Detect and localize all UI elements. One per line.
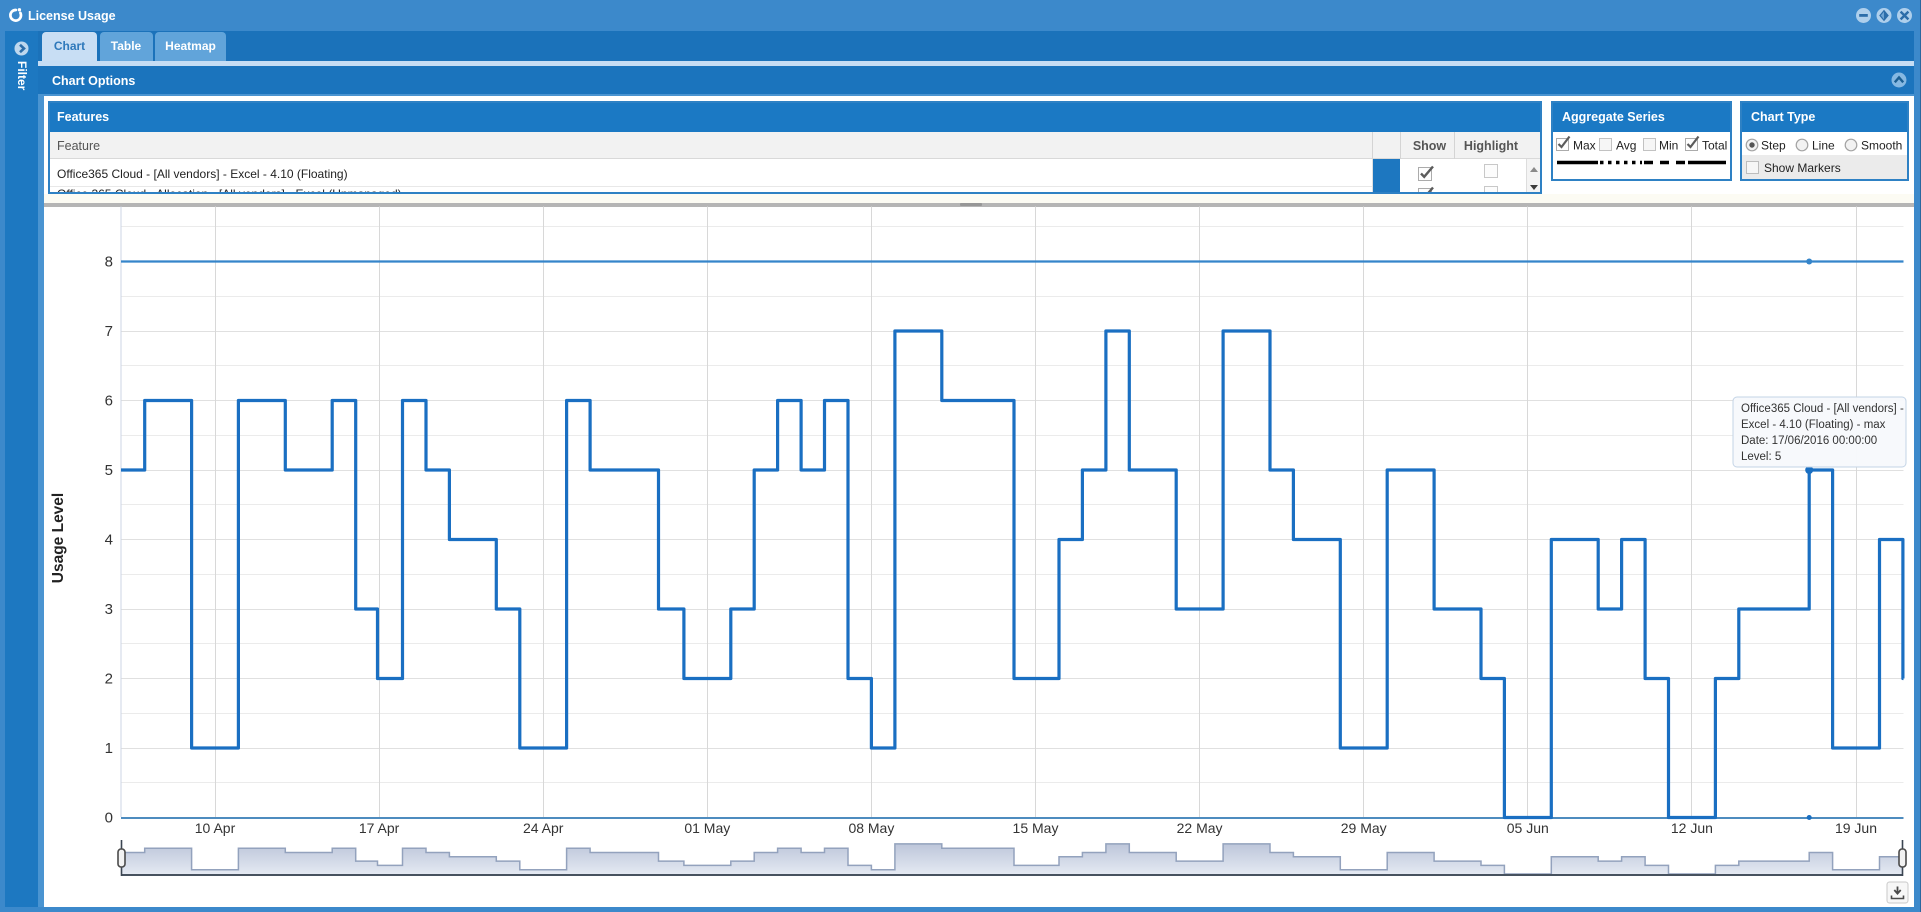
svg-text:1: 1 — [105, 740, 113, 757]
svg-text:05 Jun: 05 Jun — [1507, 820, 1549, 836]
svg-text:Step: Step — [1761, 138, 1786, 152]
svg-text:7: 7 — [105, 323, 113, 340]
svg-text:08 May: 08 May — [848, 820, 894, 836]
svg-text:Show Markers: Show Markers — [1764, 161, 1841, 175]
svg-text:6: 6 — [105, 393, 113, 410]
svg-text:0: 0 — [105, 810, 113, 827]
svg-text:01 May: 01 May — [684, 820, 730, 836]
svg-text:24 Apr: 24 Apr — [523, 820, 564, 836]
svg-text:Total: Total — [1702, 138, 1727, 152]
svg-text:15 May: 15 May — [1013, 820, 1059, 836]
svg-text:Date: 17/06/2016 00:00:00: Date: 17/06/2016 00:00:00 — [1741, 435, 1877, 447]
svg-text:Office365 Cloud - [All vendors: Office365 Cloud - [All vendors] - — [1741, 403, 1904, 415]
svg-text:22 May: 22 May — [1177, 820, 1223, 836]
svg-text:29 May: 29 May — [1341, 820, 1387, 836]
svg-text:Line: Line — [1812, 138, 1835, 152]
svg-text:4: 4 — [105, 532, 113, 549]
svg-text:Excel - 4.10 (Floating) - max: Excel - 4.10 (Floating) - max — [1741, 419, 1886, 431]
svg-text:17 Apr: 17 Apr — [359, 820, 400, 836]
svg-text:Min: Min — [1659, 138, 1678, 152]
svg-text:8: 8 — [105, 254, 113, 271]
svg-text:19 Jun: 19 Jun — [1835, 820, 1877, 836]
svg-text:10 Apr: 10 Apr — [195, 820, 236, 836]
svg-text:Level: 5: Level: 5 — [1741, 451, 1781, 463]
svg-text:5: 5 — [105, 462, 113, 479]
svg-text:Max: Max — [1573, 138, 1596, 152]
svg-text:Usage Level: Usage Level — [50, 493, 67, 583]
svg-text:12 Jun: 12 Jun — [1671, 820, 1713, 836]
svg-text:3: 3 — [105, 601, 113, 618]
svg-text:Avg: Avg — [1616, 138, 1636, 152]
svg-text:Smooth: Smooth — [1861, 138, 1902, 152]
svg-text:2: 2 — [105, 671, 113, 688]
